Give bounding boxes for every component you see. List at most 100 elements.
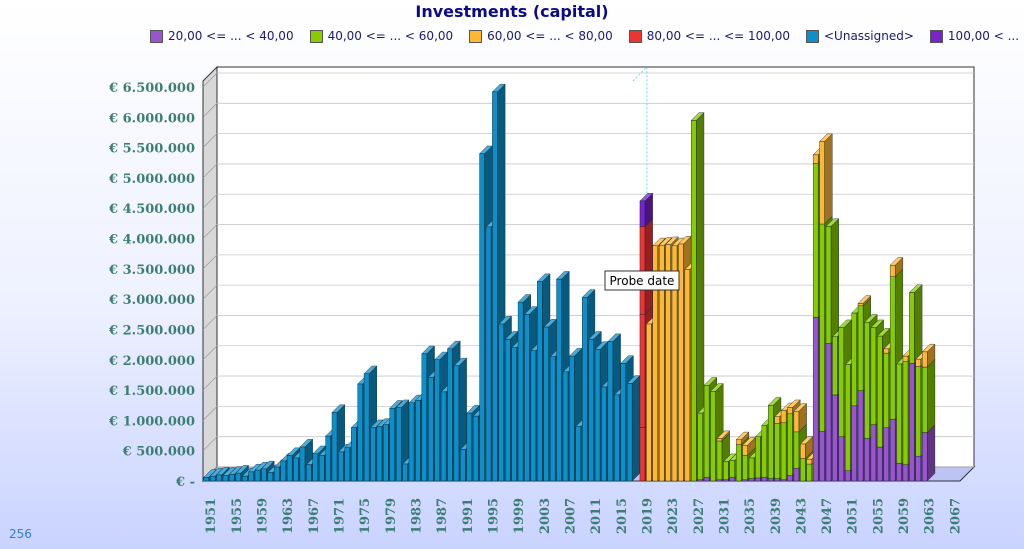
y-tick-label: € 6.500.000	[108, 81, 195, 96]
green-bar	[889, 276, 896, 420]
green-bar	[819, 223, 825, 432]
unassigned-bar	[453, 365, 460, 482]
y-tick-label: € 4.000.000	[108, 233, 195, 248]
legend-label: <Unassigned>	[824, 29, 914, 43]
green-bar	[703, 385, 710, 478]
unassigned-bar	[261, 468, 267, 482]
unassigned-bar	[318, 455, 325, 482]
probe-date-label: Probe date	[610, 274, 675, 288]
purple-bar	[748, 478, 755, 482]
x-tick-label: 2063	[923, 498, 938, 534]
unassigned-bar	[248, 471, 254, 482]
y-tick-label: € 5.500.000	[108, 142, 195, 157]
unassigned-bar	[286, 455, 293, 482]
unassigned-bar	[389, 408, 395, 482]
green-bar	[838, 327, 845, 437]
legend-label: 40,00 <= ... < 60,00	[327, 29, 454, 43]
y-tick-label: € 500.000	[122, 445, 195, 460]
legend-label: 100,00 < ...	[947, 29, 1020, 43]
purple-bar	[851, 405, 857, 482]
y-tick-label: € 2.000.000	[108, 354, 195, 369]
green-bar-side	[914, 284, 923, 364]
unassigned-bar	[537, 281, 543, 482]
purple-bar	[909, 363, 915, 482]
purple-bar	[774, 478, 780, 482]
purple-bar	[825, 343, 832, 482]
unassigned-bar	[351, 427, 357, 482]
purple-bar	[922, 432, 928, 482]
legend-label: 80,00 <= ... <= 100,00	[646, 29, 790, 43]
orange-bar	[665, 244, 671, 482]
x-tick-label: 1971	[333, 498, 348, 534]
x-tick-label: 1951	[204, 498, 219, 534]
gridline-side	[202, 193, 218, 209]
orange-bar	[646, 323, 652, 482]
gridline-side	[202, 345, 218, 361]
x-tick-label: 2003	[538, 498, 553, 534]
orange-top-bar	[857, 303, 864, 307]
gridline-side	[202, 163, 218, 179]
purple-bar-side	[927, 424, 936, 482]
green-bar	[825, 226, 832, 344]
purple-bar	[832, 394, 838, 482]
probe-year-bar	[639, 226, 646, 315]
purple-bar	[902, 464, 909, 482]
unassigned-bar	[479, 153, 485, 482]
x-tick-label: 2035	[743, 498, 758, 534]
unassigned-bar	[312, 453, 318, 482]
purple-bar	[729, 477, 735, 482]
x-tick-label: 2039	[769, 498, 784, 534]
green-bar-side	[927, 358, 936, 433]
probe-year-bar	[639, 427, 646, 482]
green-bar	[729, 460, 735, 478]
unassigned-bar	[556, 278, 562, 482]
purple-bar	[768, 478, 774, 482]
unassigned-bar	[280, 460, 286, 482]
green-bar	[748, 457, 755, 479]
green-bar-side	[830, 218, 839, 344]
green-bar	[691, 120, 697, 482]
gridline-side	[202, 406, 218, 421]
purple-bar	[787, 475, 793, 482]
x-tick-label: 2051	[846, 498, 861, 534]
x-tick-label: 2043	[794, 498, 809, 534]
purple-bar	[864, 438, 870, 482]
x-tick-label: 2011	[589, 498, 604, 534]
unassigned-bar	[370, 427, 376, 482]
orange-top-bar	[922, 351, 928, 368]
chart-title: Investments (capital)	[415, 2, 609, 21]
probe-date-box	[604, 270, 680, 291]
unassigned-bar	[395, 407, 402, 482]
gridline-side	[202, 72, 218, 88]
green-bar	[832, 336, 838, 396]
green-bar	[793, 431, 800, 469]
green-bar	[755, 436, 761, 479]
unassigned-bar	[575, 426, 581, 482]
unassigned-bar-side	[631, 375, 641, 482]
orange-top-bar	[806, 458, 812, 465]
y-tick-label: € 1.500.000	[108, 384, 195, 399]
unassigned-bar	[492, 91, 498, 482]
orange-top-bar	[716, 438, 723, 442]
unassigned-bar	[299, 446, 306, 482]
probe-year-bar	[639, 200, 646, 227]
x-tick-label: 2031	[717, 498, 732, 534]
purple-bar	[819, 431, 825, 482]
green-bar	[723, 461, 729, 480]
green-bar	[883, 352, 889, 428]
orange-top-bar-side	[824, 133, 833, 225]
orange-top-bar	[902, 355, 909, 362]
orange-bar	[671, 245, 678, 482]
unassigned-bar	[601, 386, 607, 482]
legend-item: 40,00 <= ... < 60,00	[309, 29, 454, 43]
gridline-side	[202, 103, 218, 118]
unassigned-bar	[306, 464, 312, 482]
unassigned-bar	[485, 226, 492, 482]
unassigned-bar	[357, 383, 363, 482]
unassigned-bar	[203, 477, 209, 482]
x-tick-label: 1955	[230, 498, 245, 534]
y-tick-label: € 3.000.000	[108, 293, 195, 308]
legend-item: 60,00 <= ... < 80,00	[469, 29, 613, 43]
x-tick-label: 1963	[281, 498, 296, 534]
y-tick-label: € 5.000.000	[108, 172, 195, 187]
